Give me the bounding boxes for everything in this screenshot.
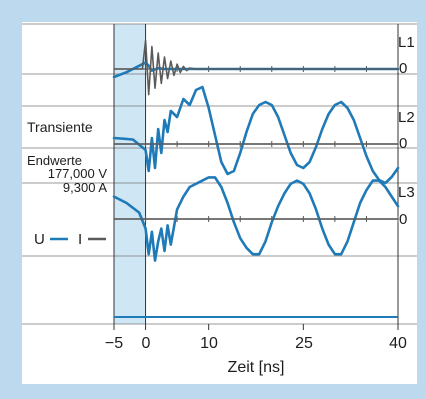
x-tick-label-40: 40 <box>389 335 407 352</box>
plot-panel <box>22 22 417 384</box>
x-tick-label-25: 25 <box>295 335 313 352</box>
plot-layer <box>22 23 417 330</box>
panel-l2-name: L2 <box>398 109 415 126</box>
panel-l2-series-u <box>112 85 400 185</box>
panel-l3-name: L3 <box>398 184 415 201</box>
legend-u-label: U <box>34 231 45 248</box>
endwerte-voltage: 177,000 V <box>48 166 108 181</box>
transient-label: Transiente <box>27 119 93 135</box>
x-axis-label: Zeit [ns] <box>228 359 285 376</box>
endwerte-title: Endwerte <box>27 153 82 168</box>
legend-i-label: I <box>78 231 82 248</box>
panel-l1-zero: 0 <box>399 60 407 77</box>
x-tick-label-10: 10 <box>200 335 218 352</box>
panel-l1-series-i <box>113 39 399 96</box>
panel-l3-zero: 0 <box>399 211 407 228</box>
panel-l2-zero: 0 <box>399 135 407 152</box>
panel-l1-name: L1 <box>398 34 415 51</box>
endwerte-current: 9,300 A <box>63 180 107 195</box>
x-tick-label-minus5: −5 <box>105 335 123 352</box>
x-tick-label-0: 0 <box>142 335 151 352</box>
panel-l3-series-u <box>112 176 400 262</box>
